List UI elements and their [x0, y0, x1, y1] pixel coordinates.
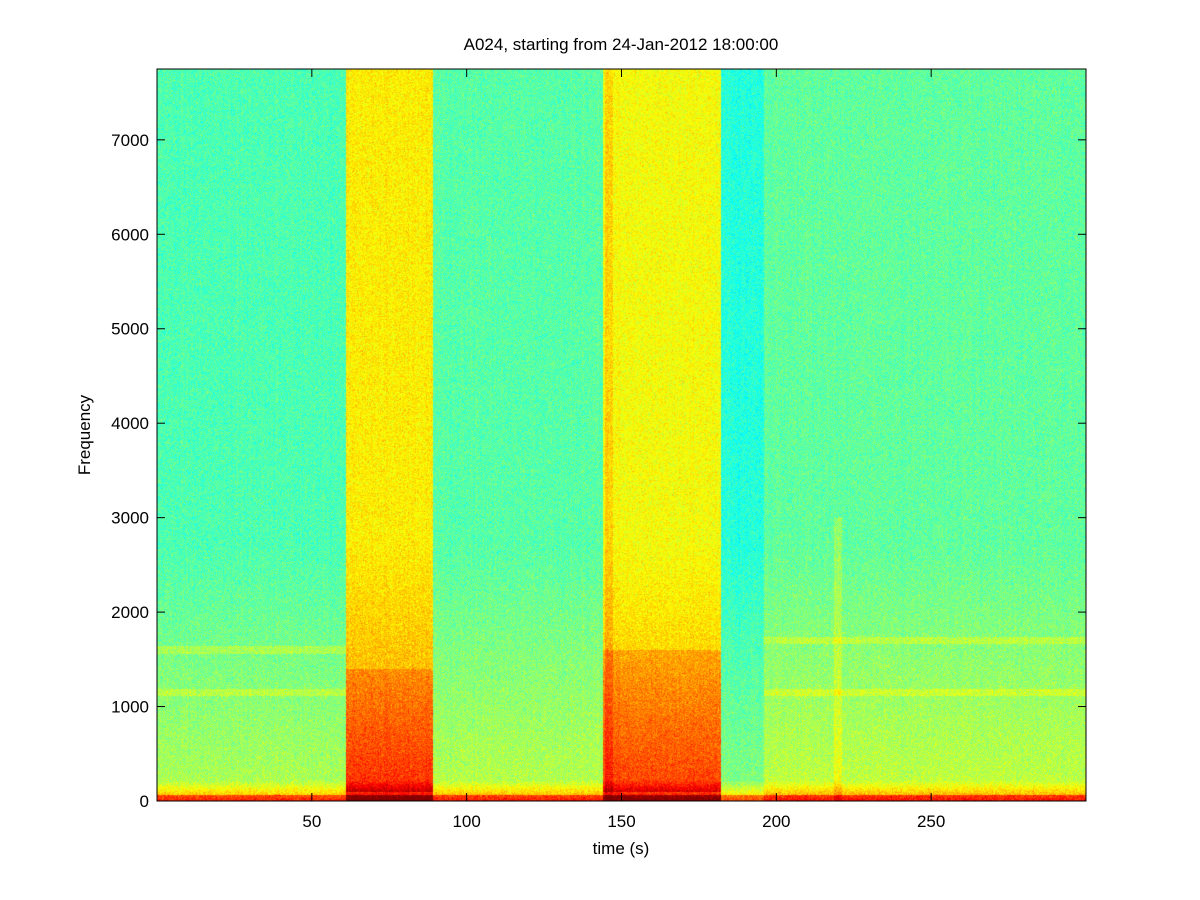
y-tick-label: 2000 — [111, 603, 149, 622]
y-axis-label: Frequency — [75, 394, 94, 475]
spectrogram-plot-area — [157, 69, 1086, 801]
x-tick-label: 100 — [452, 812, 480, 831]
x-tick-label: 50 — [302, 812, 321, 831]
y-tick-label: 0 — [140, 792, 149, 811]
x-tick-label: 150 — [607, 812, 635, 831]
x-tick-label: 200 — [762, 812, 790, 831]
y-tick-label: 6000 — [111, 225, 149, 244]
chart-title: A024, starting from 24-Jan-2012 18:00:00 — [464, 35, 779, 54]
y-tick-label: 1000 — [111, 698, 149, 717]
y-tick-label: 4000 — [111, 414, 149, 433]
x-axis-label: time (s) — [593, 839, 650, 858]
y-axis: 0 1000 2000 3000 4000 5000 6000 7000 — [111, 131, 1086, 811]
y-tick-label: 3000 — [111, 509, 149, 528]
x-axis: 50 100 150 200 250 — [302, 69, 945, 831]
y-tick-label: 7000 — [111, 131, 149, 150]
x-tick-label: 250 — [917, 812, 945, 831]
y-tick-label: 5000 — [111, 320, 149, 339]
